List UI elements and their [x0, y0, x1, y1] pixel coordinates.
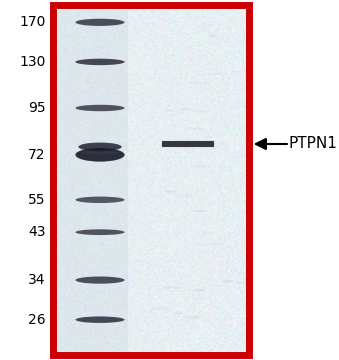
Ellipse shape: [75, 316, 125, 323]
Ellipse shape: [75, 59, 125, 65]
Ellipse shape: [195, 165, 211, 168]
Ellipse shape: [82, 106, 118, 108]
Ellipse shape: [82, 60, 118, 62]
Ellipse shape: [75, 19, 125, 26]
Ellipse shape: [177, 195, 194, 197]
Bar: [53, 5, 249, 355]
Ellipse shape: [165, 190, 179, 193]
Ellipse shape: [204, 72, 229, 75]
Ellipse shape: [164, 109, 174, 112]
Ellipse shape: [192, 289, 205, 292]
Text: 55: 55: [28, 193, 46, 207]
Bar: [162, 141, 215, 147]
Ellipse shape: [75, 197, 125, 203]
Text: 72: 72: [28, 148, 46, 162]
Ellipse shape: [189, 127, 204, 130]
Ellipse shape: [75, 276, 125, 284]
Text: 170: 170: [19, 15, 46, 29]
Ellipse shape: [82, 150, 118, 154]
Ellipse shape: [75, 105, 125, 111]
Ellipse shape: [208, 35, 217, 37]
Ellipse shape: [193, 210, 208, 212]
Ellipse shape: [186, 316, 199, 319]
Ellipse shape: [75, 229, 125, 235]
Ellipse shape: [189, 82, 210, 84]
Ellipse shape: [179, 108, 191, 111]
Ellipse shape: [150, 307, 174, 310]
Text: 95: 95: [28, 101, 46, 115]
Ellipse shape: [78, 143, 122, 151]
Text: PTPN1: PTPN1: [288, 136, 337, 152]
Text: 43: 43: [28, 225, 46, 239]
Text: 26: 26: [28, 313, 46, 327]
Ellipse shape: [82, 230, 118, 232]
Ellipse shape: [161, 142, 216, 144]
Ellipse shape: [75, 148, 125, 162]
Text: 130: 130: [19, 55, 46, 69]
Ellipse shape: [160, 287, 183, 289]
Ellipse shape: [82, 318, 118, 319]
Ellipse shape: [174, 312, 183, 315]
Ellipse shape: [161, 144, 216, 146]
Bar: [53, 5, 249, 355]
Ellipse shape: [82, 20, 118, 22]
Text: 34: 34: [28, 273, 46, 287]
Ellipse shape: [223, 280, 234, 283]
Ellipse shape: [237, 282, 248, 284]
Ellipse shape: [82, 278, 118, 280]
Bar: [53, 5, 128, 355]
Ellipse shape: [82, 198, 118, 199]
Ellipse shape: [202, 232, 215, 234]
